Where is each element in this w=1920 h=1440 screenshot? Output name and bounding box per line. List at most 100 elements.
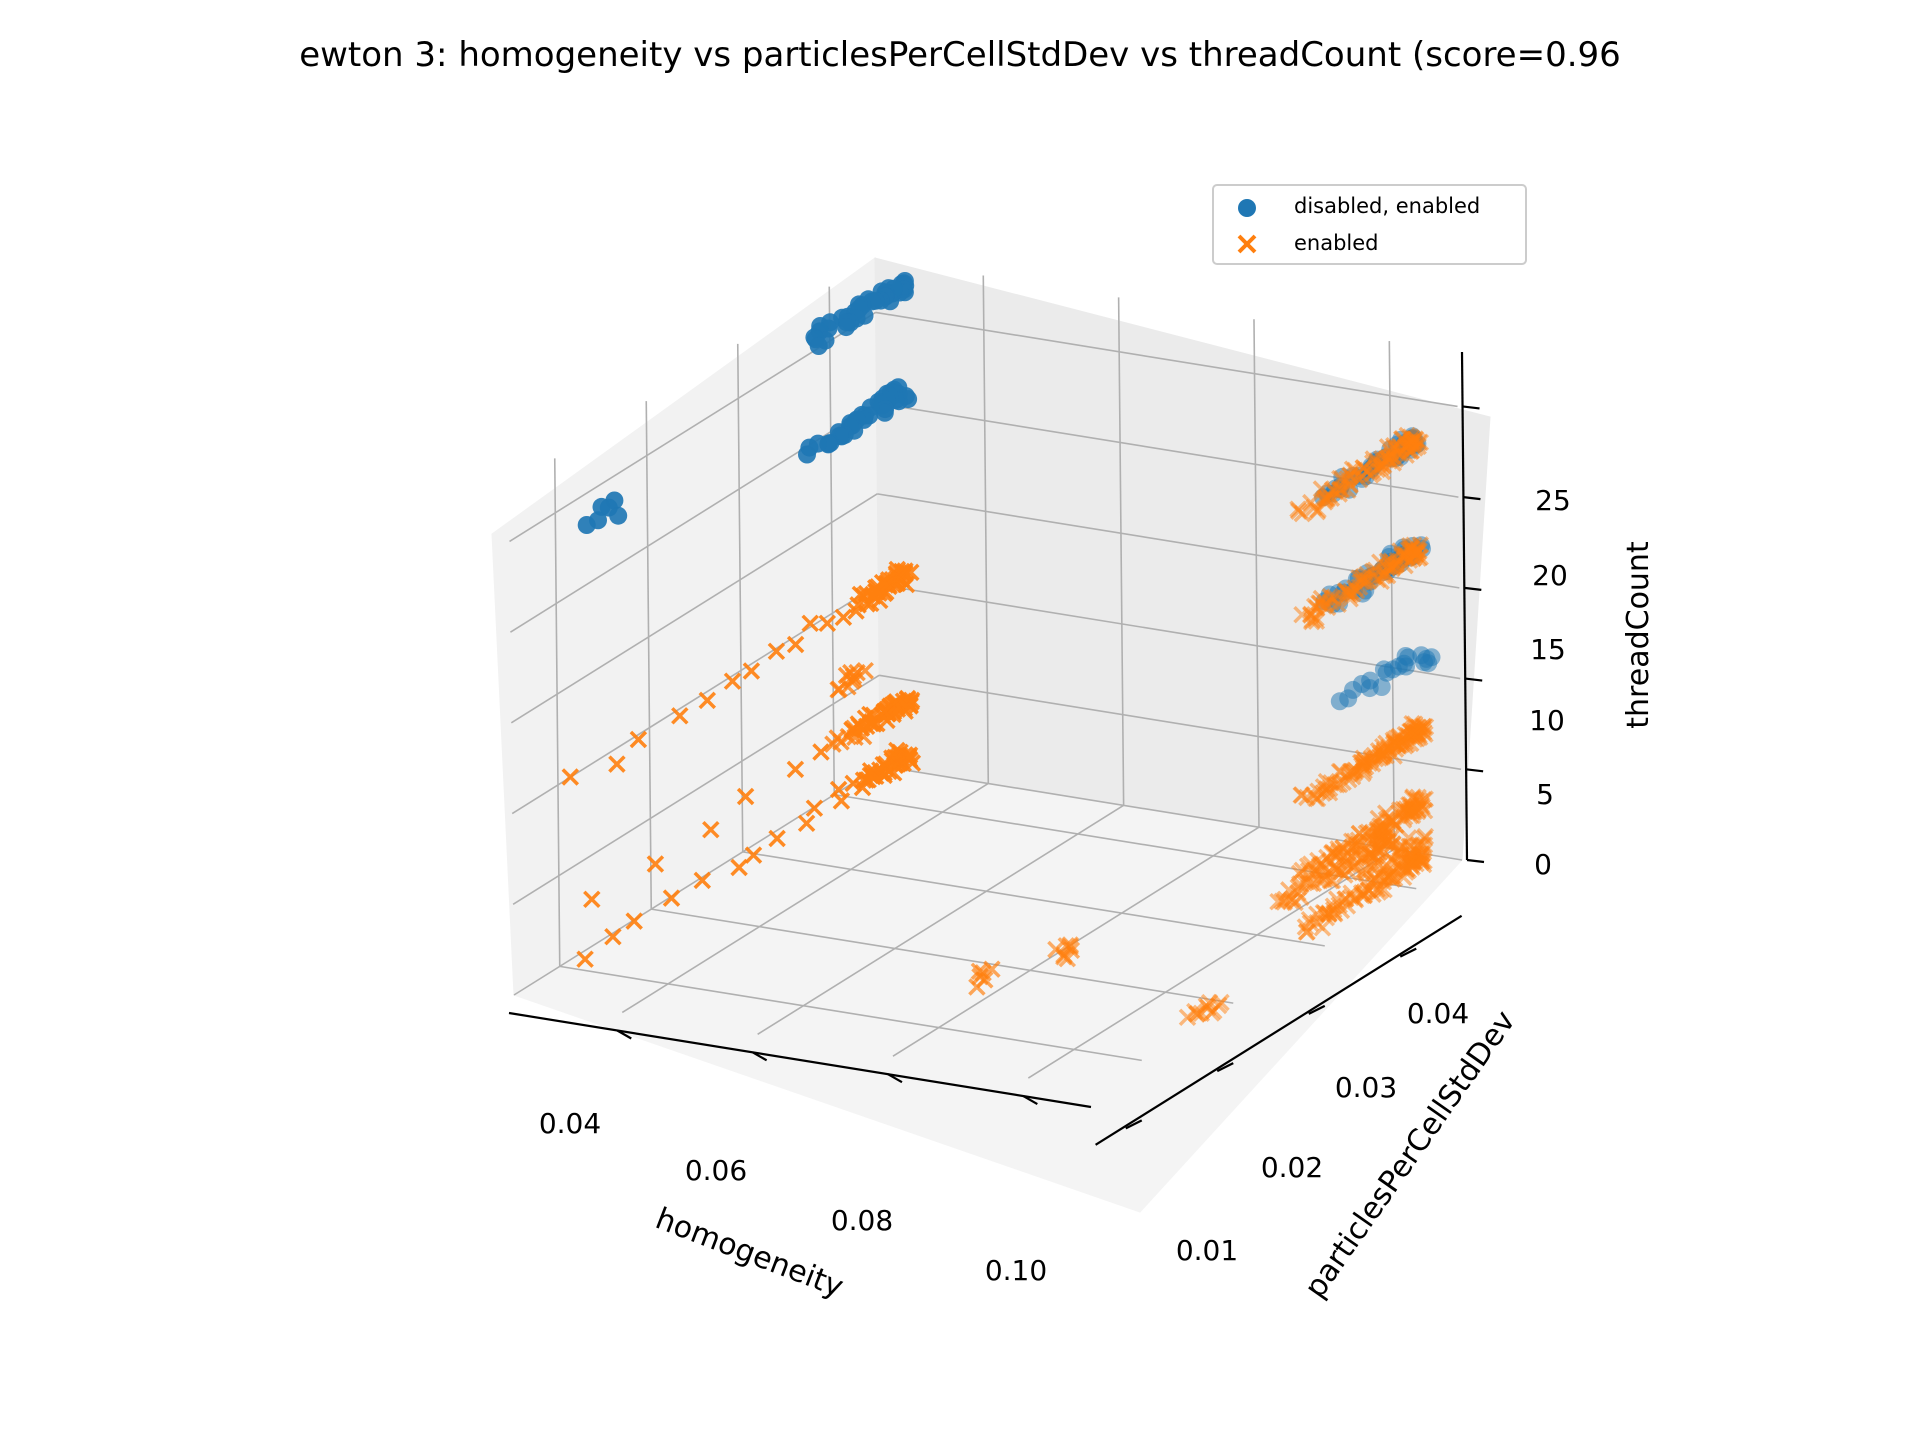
x-tick-label: 0.08	[831, 1204, 893, 1237]
data-point	[1313, 870, 1332, 889]
data-point	[970, 962, 989, 981]
data-points	[561, 272, 1441, 1027]
data-point	[1055, 946, 1073, 964]
data-point	[561, 768, 580, 786]
data-point	[1357, 864, 1375, 883]
z-tick-mark	[1462, 405, 1480, 410]
data-point	[1379, 741, 1397, 760]
data-point	[1178, 1008, 1197, 1027]
grid-line	[742, 851, 1325, 947]
data-point	[1289, 500, 1307, 518]
y-tick-mark	[887, 1073, 903, 1084]
data-point	[1317, 908, 1336, 927]
z-tick-label: 15	[1530, 633, 1566, 666]
data-point	[1297, 923, 1316, 941]
z-axis-label: threadCount	[1621, 541, 1656, 729]
grid-line	[559, 965, 1142, 1062]
x-tick-label: 0.04	[539, 1107, 601, 1140]
data-point	[730, 858, 748, 877]
z-tick-mark	[1466, 858, 1485, 864]
data-point	[878, 711, 896, 730]
z-tick-mark	[1465, 677, 1483, 682]
data-point	[1330, 762, 1349, 781]
grid-line	[878, 583, 1461, 680]
data-point	[1353, 863, 1371, 882]
data-point	[767, 642, 786, 661]
x-tick-mark	[1308, 1004, 1326, 1015]
data-point	[797, 814, 816, 833]
x-tick-mark	[1125, 1119, 1143, 1130]
tick-marks	[616, 405, 1485, 1130]
data-point	[1360, 679, 1379, 698]
y-tick-mark	[616, 1029, 632, 1040]
chart-title: ewton 3: homogeneity vs particlesPerCell…	[299, 35, 1621, 75]
data-point	[829, 681, 847, 699]
data-point	[671, 707, 689, 725]
data-point	[1391, 845, 1410, 863]
grid-line	[510, 493, 878, 724]
data-point	[1377, 663, 1396, 682]
data-point	[837, 313, 856, 332]
data-point	[968, 978, 986, 996]
data-point	[768, 829, 786, 848]
data-point	[786, 635, 805, 654]
data-point	[1330, 692, 1349, 711]
data-point	[801, 614, 819, 633]
grid-line	[875, 311, 1458, 408]
data-point	[805, 799, 824, 817]
grid-line	[1117, 297, 1125, 806]
data-point	[1415, 836, 1434, 854]
grid-lines	[509, 275, 1463, 1079]
legend-label: disabled, enabled	[1294, 194, 1480, 218]
data-point	[786, 760, 805, 779]
grid-line	[512, 674, 880, 905]
data-point	[812, 743, 830, 761]
data-point	[1308, 502, 1326, 521]
grid-line	[1027, 848, 1395, 1079]
grid-line	[757, 804, 1125, 1036]
data-point	[1368, 570, 1387, 589]
x-tick-mark	[1399, 947, 1417, 958]
grid-line	[553, 458, 561, 967]
data-point	[608, 755, 626, 773]
data-point	[1354, 764, 1372, 783]
axes-3d: 0.04 0.06 0.08 0.10 0.01 0.02 0.03 0.04 …	[491, 257, 1656, 1305]
grid-line	[828, 286, 836, 795]
x-tick-label: 0.10	[985, 1254, 1047, 1287]
data-point	[744, 846, 763, 864]
z-tick-label: 5	[1536, 778, 1554, 811]
z-axis-line	[1460, 351, 1469, 861]
data-point	[1329, 860, 1348, 879]
data-point	[583, 890, 601, 909]
data-point	[809, 337, 828, 355]
grid-line	[621, 782, 989, 1014]
grid-line	[736, 343, 744, 852]
data-point	[818, 614, 837, 633]
data-point	[576, 950, 594, 968]
data-point	[971, 967, 989, 986]
y-tick-label: 0.02	[1261, 1151, 1323, 1184]
data-point	[1354, 759, 1373, 777]
data-point	[609, 506, 628, 525]
data-point	[857, 717, 876, 736]
data-point	[646, 855, 665, 873]
data-point	[693, 871, 712, 890]
y-tick-mark	[752, 1051, 768, 1062]
z-tick-label: 25	[1535, 484, 1571, 517]
grid-line	[645, 401, 653, 910]
data-point	[1292, 786, 1310, 804]
data-point	[1370, 856, 1388, 874]
legend-frame	[1212, 184, 1527, 265]
data-point	[625, 912, 643, 930]
data-point	[1307, 612, 1326, 630]
z-tick-mark	[1463, 496, 1481, 501]
data-point	[1401, 722, 1419, 741]
y-axis-label: particlesPerCellStdDev	[1298, 1005, 1523, 1305]
x-axis-label: homogeneity	[651, 1201, 848, 1305]
grid-line	[1388, 341, 1396, 850]
legend: disabled, enabled enabled	[1212, 184, 1527, 265]
data-point	[844, 667, 863, 686]
data-point	[1396, 737, 1414, 755]
data-point	[834, 608, 853, 627]
data-point	[629, 730, 648, 749]
